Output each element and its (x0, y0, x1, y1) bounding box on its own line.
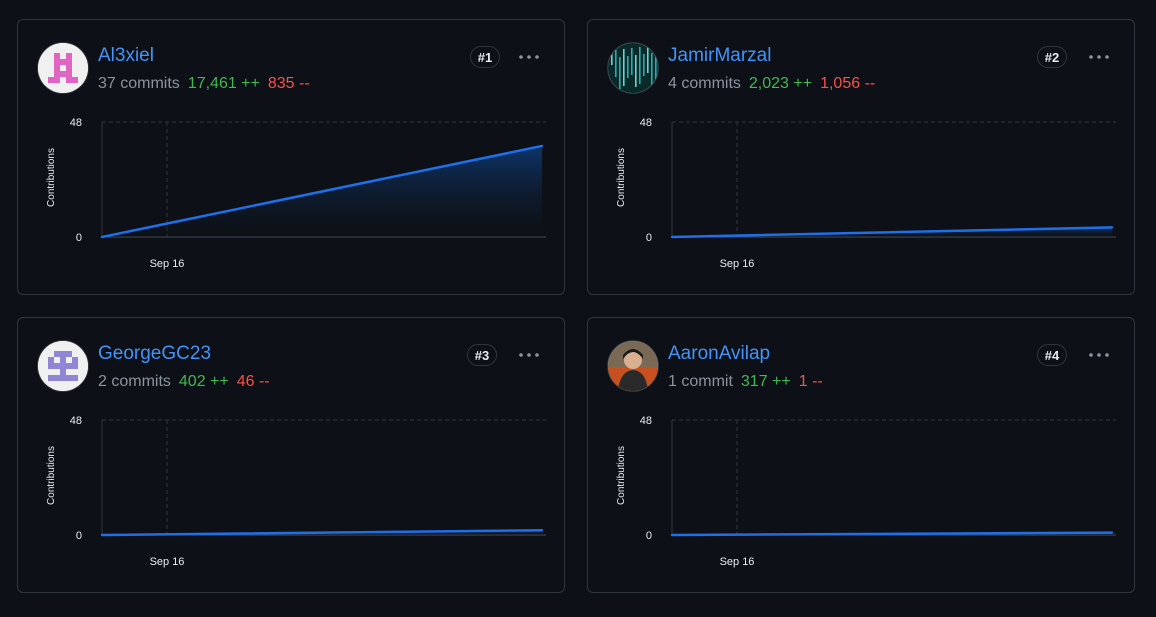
contributor-card: GeorgeGC23 2 commits 402 ++ 46 -- #3 48 0 Se… (17, 317, 565, 593)
avatar[interactable] (38, 43, 88, 93)
y-axis-title: Contributions (46, 148, 57, 207)
rank-badge: #1 (470, 46, 500, 68)
commit-count-link[interactable]: 4 commits (668, 75, 741, 92)
y-tick-label-zero: 0 (76, 232, 82, 244)
y-axis-title: Contributions (616, 148, 627, 207)
contributions-area (102, 530, 542, 535)
kebab-horizontal-icon (519, 353, 539, 357)
y-tick-label-zero: 0 (76, 530, 82, 542)
contributor-username[interactable]: GeorgeGC23 (98, 343, 212, 364)
x-tick-label: Sep 16 (150, 556, 185, 568)
contributions-chart: 48 0 Sep 16 Contributions (616, 415, 1116, 568)
contributions-line (100, 528, 544, 537)
y-tick-label-max: 48 (70, 117, 82, 129)
more-options-button[interactable] (515, 46, 543, 68)
contributor-username[interactable]: Al3xiel (98, 45, 154, 66)
x-tick-label: Sep 16 (720, 258, 755, 270)
y-tick-label-max: 48 (70, 415, 82, 427)
commit-count-link[interactable]: 2 commits (98, 373, 171, 390)
y-axis-title: Contributions (46, 446, 57, 505)
contributor-username[interactable]: JamirMarzal (668, 45, 772, 66)
contributor-stats: 2 commits 402 ++ 46 -- (98, 373, 270, 391)
x-tick-label: Sep 16 (150, 258, 185, 270)
contributions-line (670, 531, 1114, 537)
more-options-button[interactable] (1085, 344, 1113, 366)
avatar-image (38, 341, 88, 391)
avatar-image (608, 341, 658, 391)
more-options-button[interactable] (515, 344, 543, 366)
y-axis-title: Contributions (616, 446, 627, 505)
contributions-chart: 48 0 Sep 16 Contributions (46, 415, 546, 568)
contributor-stats: 1 commit 317 ++ 1 -- (668, 373, 823, 391)
additions-count: 317 ++ (740, 373, 791, 390)
additions-count: 2,023 ++ (748, 75, 813, 92)
contributor-card: Al3xiel 37 commits 17,461 ++ 835 -- #1 48 0… (17, 19, 565, 295)
y-tick-label-zero: 0 (646, 232, 652, 244)
contributions-chart: 48 0 Sep 16 Contributions (46, 117, 546, 270)
deletions-count: 1,056 -- (820, 75, 876, 92)
deletions-count: 1 -- (798, 373, 823, 390)
contributor-stats: 4 commits 2,023 ++ 1,056 -- (668, 75, 875, 93)
x-tick-label: Sep 16 (720, 556, 755, 568)
avatar-image (608, 43, 658, 93)
avatar-image (38, 43, 88, 93)
contributor-card: AaronAvilap 1 commit 317 ++ 1 -- #4 48 0 Sep… (587, 317, 1135, 593)
y-tick-label-zero: 0 (646, 530, 652, 542)
avatar[interactable] (38, 341, 88, 391)
avatar[interactable] (608, 43, 658, 93)
commit-count-link[interactable]: 1 commit (668, 373, 733, 390)
contributions-line (670, 226, 1114, 239)
y-tick-label-max: 48 (640, 415, 652, 427)
deletions-count: 835 -- (267, 75, 310, 92)
contributor-card: JamirMarzal 4 commits 2,023 ++ 1,056 -- #2… (587, 19, 1135, 295)
avatar[interactable] (608, 341, 658, 391)
additions-count: 402 ++ (178, 373, 229, 390)
contributions-chart: 48 0 Sep 16 Contributions (616, 117, 1116, 270)
contributions-line (100, 144, 544, 239)
contributions-area (672, 227, 1112, 237)
deletions-count: 46 -- (236, 373, 270, 390)
contributor-username[interactable]: AaronAvilap (668, 343, 771, 364)
kebab-horizontal-icon (519, 55, 539, 59)
additions-count: 17,461 ++ (187, 75, 260, 92)
rank-badge: #2 (1037, 46, 1067, 68)
kebab-horizontal-icon (1089, 353, 1109, 357)
commit-count-link[interactable]: 37 commits (98, 75, 180, 92)
contributor-stats: 37 commits 17,461 ++ 835 -- (98, 75, 310, 93)
kebab-horizontal-icon (1089, 55, 1109, 59)
more-options-button[interactable] (1085, 46, 1113, 68)
rank-badge: #3 (467, 344, 497, 366)
y-tick-label-max: 48 (640, 117, 652, 129)
rank-badge: #4 (1037, 344, 1067, 366)
